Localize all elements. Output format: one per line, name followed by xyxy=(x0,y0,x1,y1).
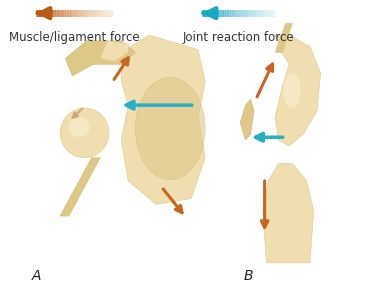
Polygon shape xyxy=(121,35,205,204)
Polygon shape xyxy=(60,158,100,216)
Polygon shape xyxy=(65,41,135,76)
Polygon shape xyxy=(240,99,254,140)
Text: Joint reaction force: Joint reaction force xyxy=(183,31,294,44)
Ellipse shape xyxy=(60,108,109,158)
Text: B: B xyxy=(244,269,253,283)
Ellipse shape xyxy=(281,147,295,156)
Text: A: A xyxy=(32,269,42,283)
Polygon shape xyxy=(263,164,314,263)
Ellipse shape xyxy=(135,77,205,180)
Ellipse shape xyxy=(69,117,90,137)
Polygon shape xyxy=(100,41,128,61)
Polygon shape xyxy=(275,23,292,53)
Polygon shape xyxy=(275,35,320,146)
Text: Muscle/ligament force: Muscle/ligament force xyxy=(9,31,140,44)
Ellipse shape xyxy=(283,73,301,108)
